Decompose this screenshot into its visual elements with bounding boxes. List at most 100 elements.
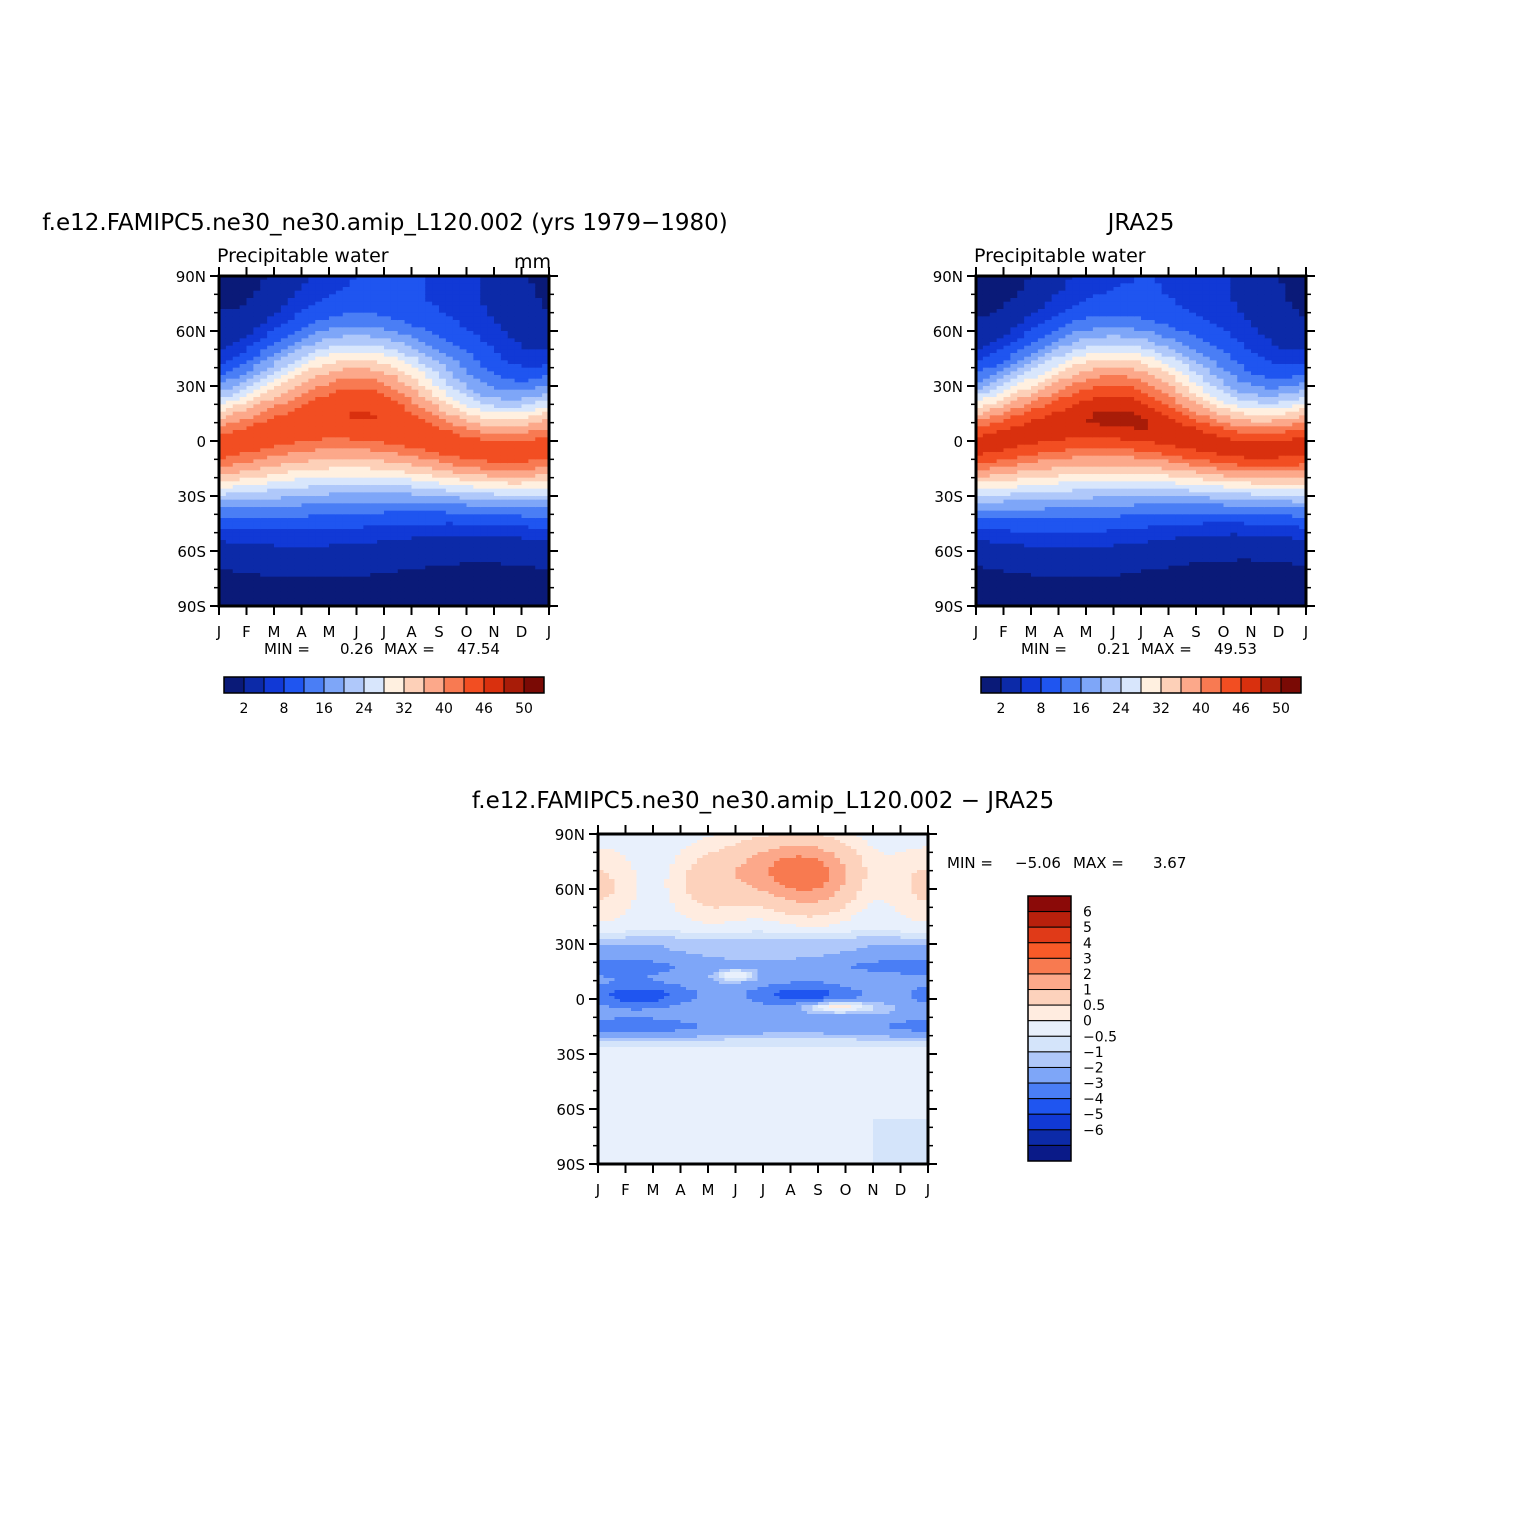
panel1-field-cell <box>349 422 358 427</box>
panel1-field-cell <box>384 510 392 515</box>
panel1-field-cell <box>473 378 481 383</box>
panel1-field-cell <box>274 298 282 303</box>
panel1-field-cell <box>308 481 316 486</box>
panel1-field-cell <box>246 397 254 402</box>
panel1-field-cell <box>335 503 344 508</box>
panel1-field-cell <box>411 345 419 350</box>
panel2-field-cell <box>996 404 1005 409</box>
panel1-field-cell <box>452 463 461 468</box>
panel1-field-cell <box>322 543 330 548</box>
panel1-field-cell <box>356 345 364 350</box>
panel1-field-cell <box>349 595 358 600</box>
panel1-field-cell <box>349 576 358 581</box>
panel1-field-cell <box>370 301 378 306</box>
panel1-field-cell <box>432 371 440 376</box>
panel1-field-cell <box>500 444 509 449</box>
panel1-field-cell <box>432 331 440 336</box>
panel1-field-cell <box>342 426 351 431</box>
panel1-field-cell <box>466 554 474 559</box>
panel2-field-cell <box>996 466 1005 471</box>
panel2-field-cell <box>996 397 1005 402</box>
panel1-field-cell <box>480 349 488 354</box>
panel1-field-cell <box>445 419 454 424</box>
panel1-field-cell <box>308 316 316 321</box>
panel1-field-cell <box>480 485 488 490</box>
panel1-field-cell <box>342 305 351 310</box>
panel1-field-cell <box>500 437 509 442</box>
panel1-field-cell <box>459 356 468 361</box>
panel1-field-cell <box>294 529 303 534</box>
panel2-field-cell <box>976 477 984 482</box>
panel1-field-cell <box>315 389 323 394</box>
panel1-field-cell <box>246 459 254 464</box>
panel1-field-cell <box>342 463 351 468</box>
panel1-field-cell <box>390 448 399 453</box>
panel2-field-cell <box>1010 481 1018 486</box>
panel1-field-cell <box>473 602 481 607</box>
panel2-field-cell <box>989 580 998 585</box>
panel1-field-cell <box>253 444 261 449</box>
panel1-field-cell <box>473 408 481 413</box>
panel1-field-cell <box>280 474 289 479</box>
panel1-field-cell <box>466 397 474 402</box>
panel1-field-cell <box>370 529 378 534</box>
panel2-field-cell <box>982 470 991 475</box>
panel1-field-cell <box>384 565 392 570</box>
panel1-field-cell <box>356 554 364 559</box>
panel1-field-cell <box>418 283 426 288</box>
panel2-field-cell <box>976 540 984 545</box>
panel1-field-cell <box>397 323 406 328</box>
panel1-field-cell <box>370 562 378 567</box>
panel1-field-cell <box>542 353 550 358</box>
panel1-field-cell <box>294 312 303 317</box>
panel1-field-cell <box>370 510 378 515</box>
panel1-field-cell <box>500 342 509 347</box>
panel1-field-cell <box>377 430 385 435</box>
panel1-field-cell <box>445 320 454 325</box>
panel2-field-cell <box>1003 301 1011 306</box>
panel1-field-cell <box>390 558 399 563</box>
panel1-field-cell <box>535 587 543 592</box>
panel2-field-cell <box>1003 474 1011 479</box>
panel1-field-cell <box>521 521 529 526</box>
panel2-field-cell <box>996 287 1005 292</box>
panel1-field-cell <box>432 411 440 416</box>
panel1-field-cell <box>480 320 488 325</box>
panel1-field-cell <box>219 547 227 552</box>
panel1-field-cell <box>397 463 406 468</box>
panel1-field-cell <box>480 415 488 420</box>
panel1-field-cell <box>473 492 481 497</box>
panel1-field-cell <box>397 353 406 358</box>
panel2-field-cell <box>996 320 1005 325</box>
panel1-field-cell <box>239 576 248 581</box>
panel1-field-cell <box>542 349 550 354</box>
panel1-field-cell <box>301 503 309 508</box>
panel1-field-cell <box>397 415 406 420</box>
panel1-field-cell <box>487 397 495 402</box>
panel1-field-cell <box>528 382 536 387</box>
panel1-field-cell <box>425 375 433 380</box>
panel1-field-cell <box>404 415 413 420</box>
panel1-field-cell <box>260 415 268 420</box>
panel1-field-cell <box>528 452 536 457</box>
panel1-field-cell <box>225 514 234 519</box>
panel2-field-cell <box>976 551 984 556</box>
panel1-field-cell <box>473 569 481 574</box>
panel1-field-cell <box>528 474 536 479</box>
panel1-field-cell <box>335 309 344 314</box>
panel2-field-cell <box>1010 279 1018 284</box>
panel1-field-cell <box>280 547 289 552</box>
panel1-field-cell <box>542 580 550 585</box>
panel1-field-cell <box>294 408 303 413</box>
panel1-field-cell <box>225 331 234 336</box>
panel2-field-cell <box>989 371 998 376</box>
panel1-field-cell <box>225 547 234 552</box>
panel1-field-cell <box>287 305 296 310</box>
x-tick-label: J <box>353 623 358 641</box>
panel1-field-cell <box>315 525 323 530</box>
panel1-field-cell <box>260 496 268 501</box>
panel1-field-cell <box>225 584 234 589</box>
panel1-field-cell <box>528 576 536 581</box>
panel1-field-cell <box>377 334 385 339</box>
panel1-field-cell <box>225 591 234 596</box>
